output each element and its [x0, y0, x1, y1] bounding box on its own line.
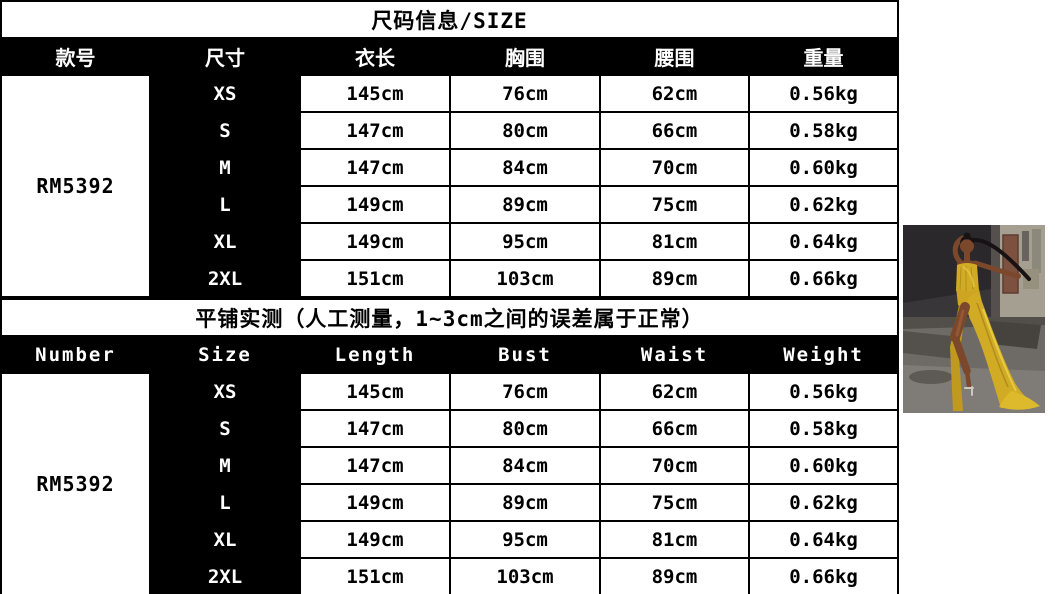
- table-row: XL 149cm 95cm 81cm 0.64kg: [1, 520, 900, 559]
- waist-cell: 66cm: [599, 111, 750, 150]
- col-header-waist-en: Waist: [599, 335, 750, 374]
- table-row: RM5392 XS 145cm 76cm 62cm 0.56kg: [0, 74, 900, 298]
- table-row: 2XL 151cm 103cm 89cm 0.66kg: [1, 259, 900, 298]
- size-cell: 2XL: [149, 557, 301, 594]
- bust-cell: 80cm: [449, 409, 601, 448]
- table-row: 尺码信息/SIZE: [0, 0, 900, 39]
- size-cell: M: [149, 446, 301, 485]
- weight-cell: 0.58kg: [747, 111, 900, 150]
- weight-cell: 0.62kg: [747, 185, 900, 224]
- waist-cell: 70cm: [599, 446, 750, 485]
- size-table-cn: 尺码信息/SIZE 款号 尺寸 衣长 胸围 腰围 重量 RM5392 XS 14…: [0, 0, 900, 298]
- length-cell: 149cm: [299, 222, 451, 261]
- weight-cell: 0.62kg: [747, 483, 900, 522]
- table-row: L 149cm 89cm 75cm 0.62kg: [1, 483, 900, 522]
- size-cell: M: [149, 148, 301, 187]
- weight-cell: 0.64kg: [747, 520, 900, 559]
- size-cell: XS: [149, 372, 301, 411]
- waist-cell: 62cm: [599, 372, 750, 411]
- length-cell: 149cm: [299, 185, 451, 224]
- waist-cell: 81cm: [599, 222, 750, 261]
- col-header-model-number-cn: 款号: [0, 37, 151, 76]
- bust-cell: 76cm: [449, 372, 601, 411]
- bust-cell: 84cm: [449, 446, 601, 485]
- weight-cell: 0.56kg: [747, 372, 900, 411]
- col-header-size-en: Size: [149, 335, 301, 374]
- size-cell: S: [149, 111, 301, 150]
- bust-cell: 95cm: [449, 520, 601, 559]
- waist-cell: 70cm: [599, 148, 750, 187]
- product-photo: [903, 225, 1045, 413]
- table-row: 2XL 151cm 103cm 89cm 0.66kg: [1, 557, 900, 594]
- table-row: L 149cm 89cm 75cm 0.62kg: [1, 185, 900, 224]
- bust-cell: 89cm: [449, 483, 601, 522]
- model-number-cell: RM5392: [0, 74, 151, 298]
- bust-cell: 89cm: [449, 185, 601, 224]
- size-cell: L: [149, 185, 301, 224]
- table-row: S 147cm 80cm 66cm 0.58kg: [1, 111, 900, 150]
- measure-note-title: 平铺实测（人工测量，1~3cm之间的误差属于正常）: [0, 298, 900, 337]
- weight-cell: 0.66kg: [747, 259, 900, 298]
- col-header-bust-cn: 胸围: [449, 37, 601, 76]
- length-cell: 151cm: [299, 557, 451, 594]
- table-header-row: 款号 尺寸 衣长 胸围 腰围 重量: [0, 37, 900, 76]
- col-header-weight-cn: 重量: [747, 37, 900, 76]
- table-row: XL 149cm 95cm 81cm 0.64kg: [1, 222, 900, 261]
- table-header-row: Number Size Length Bust Waist Weight: [0, 335, 900, 374]
- length-cell: 149cm: [299, 483, 451, 522]
- size-cell: XL: [149, 222, 301, 261]
- model-photo-image: [903, 225, 1045, 413]
- model-number-cell: RM5392: [0, 372, 151, 594]
- length-cell: 145cm: [299, 74, 451, 113]
- length-cell: 151cm: [299, 259, 451, 298]
- waist-cell: 75cm: [599, 483, 750, 522]
- size-table-en: 平铺实测（人工测量，1~3cm之间的误差属于正常） Number Size Le…: [0, 298, 900, 594]
- bust-cell: 103cm: [449, 557, 601, 594]
- bust-cell: 84cm: [449, 148, 601, 187]
- size-cell: S: [149, 409, 301, 448]
- size-tables: 尺码信息/SIZE 款号 尺寸 衣长 胸围 腰围 重量 RM5392 XS 14…: [0, 0, 900, 594]
- col-header-waist-cn: 腰围: [599, 37, 750, 76]
- bust-cell: 95cm: [449, 222, 601, 261]
- waist-cell: 75cm: [599, 185, 750, 224]
- table-row: M 147cm 84cm 70cm 0.60kg: [1, 148, 900, 187]
- waist-cell: 81cm: [599, 520, 750, 559]
- weight-cell: 0.56kg: [747, 74, 900, 113]
- bust-cell: 103cm: [449, 259, 601, 298]
- weight-cell: 0.60kg: [747, 446, 900, 485]
- col-header-size-cn: 尺寸: [149, 37, 301, 76]
- col-header-bust-en: Bust: [449, 335, 601, 374]
- size-cell: XL: [149, 520, 301, 559]
- waist-cell: 62cm: [599, 74, 750, 113]
- size-chart-title: 尺码信息/SIZE: [0, 0, 900, 39]
- length-cell: 145cm: [299, 372, 451, 411]
- weight-cell: 0.58kg: [747, 409, 900, 448]
- col-header-length-cn: 衣长: [299, 37, 451, 76]
- length-cell: 147cm: [299, 409, 451, 448]
- length-cell: 147cm: [299, 446, 451, 485]
- table-row: 平铺实测（人工测量，1~3cm之间的误差属于正常）: [0, 298, 900, 337]
- table-row: S 147cm 80cm 66cm 0.58kg: [1, 409, 900, 448]
- length-cell: 149cm: [299, 520, 451, 559]
- col-header-weight-en: Weight: [747, 335, 900, 374]
- size-cell: 2XL: [149, 259, 301, 298]
- waist-cell: 89cm: [599, 557, 750, 594]
- col-header-length-en: Length: [299, 335, 451, 374]
- size-cell: XS: [149, 74, 301, 113]
- waist-cell: 89cm: [599, 259, 750, 298]
- weight-cell: 0.66kg: [747, 557, 900, 594]
- length-cell: 147cm: [299, 111, 451, 150]
- table-row: M 147cm 84cm 70cm 0.60kg: [1, 446, 900, 485]
- length-cell: 147cm: [299, 148, 451, 187]
- size-cell: L: [149, 483, 301, 522]
- weight-cell: 0.64kg: [747, 222, 900, 261]
- table-row: RM5392 XS 145cm 76cm 62cm 0.56kg: [0, 372, 900, 594]
- bust-cell: 76cm: [449, 74, 601, 113]
- bust-cell: 80cm: [449, 111, 601, 150]
- waist-cell: 66cm: [599, 409, 750, 448]
- weight-cell: 0.60kg: [747, 148, 900, 187]
- col-header-number-en: Number: [0, 335, 151, 374]
